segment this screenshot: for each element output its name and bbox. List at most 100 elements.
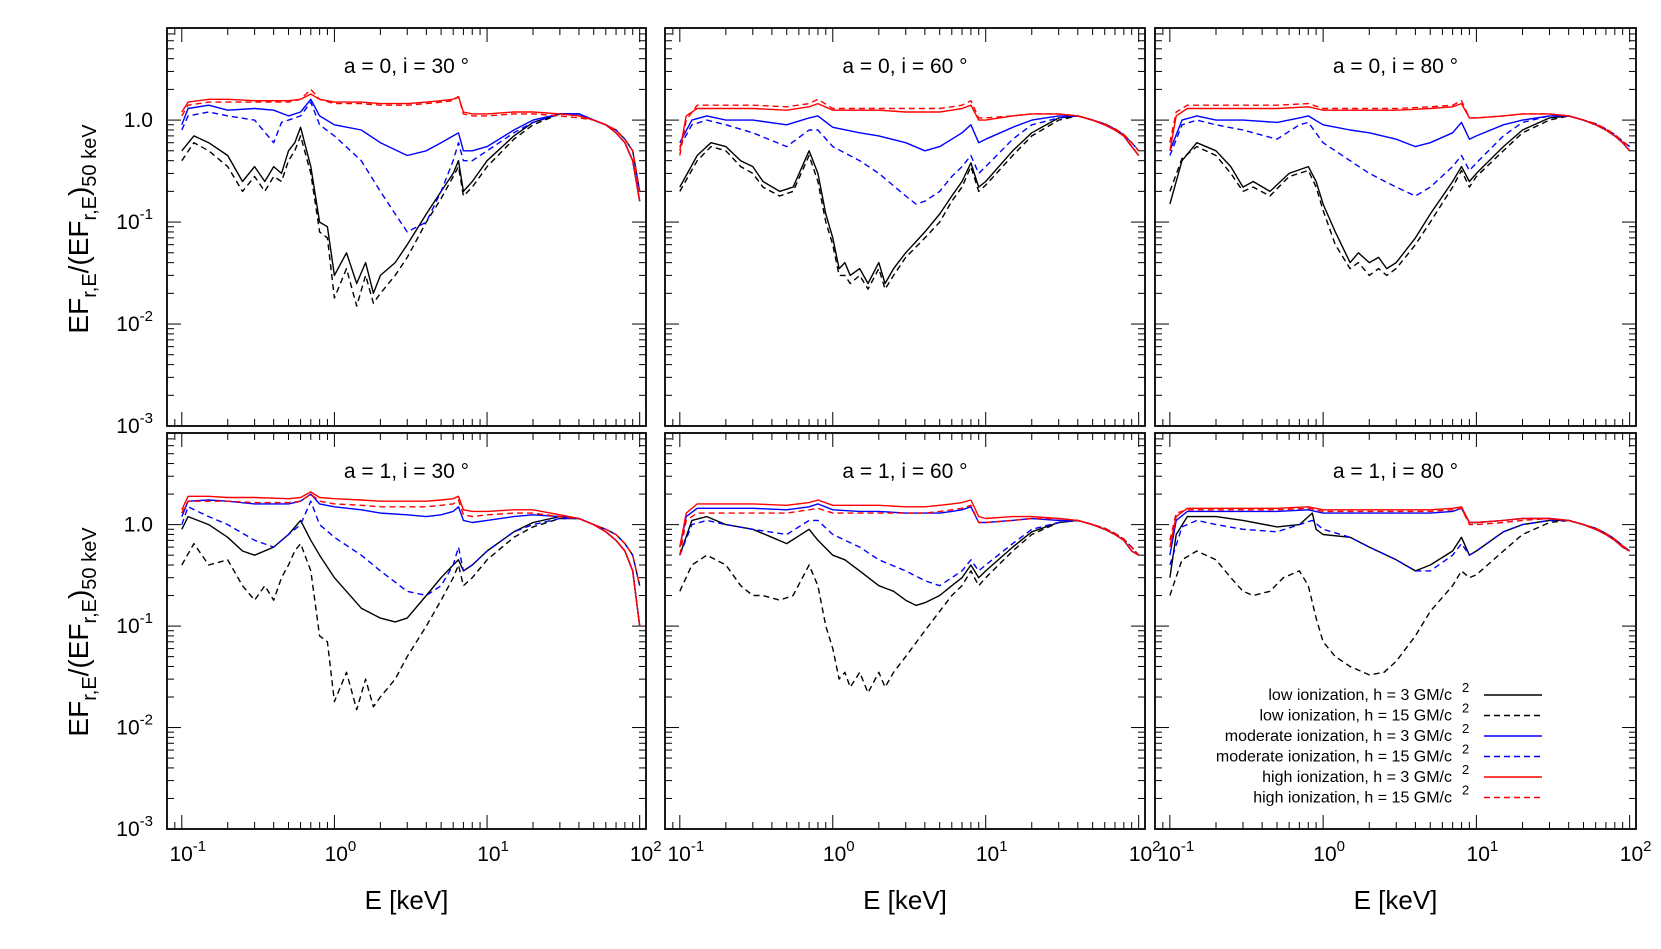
series-line-6 — [1169, 99, 1631, 148]
plot-frame — [166, 27, 647, 427]
legend-label: moderate ionization, h = 15 GM/c — [1216, 749, 1452, 766]
y-tick-label: 1.0 — [124, 514, 153, 537]
y-axis-label: EFr,E/(EFr,E)50 keV — [63, 124, 101, 334]
series-line-3 — [679, 115, 1140, 156]
y-tick-label: 10-1 — [116, 610, 153, 638]
series-line-1 — [679, 115, 1140, 285]
series-line-2 — [679, 519, 1140, 694]
legend-label: moderate ionization, h = 3 GM/c — [1225, 728, 1452, 745]
x-tick-label: 102 — [1620, 838, 1652, 866]
panel-title: a = 1, i = 60 ° — [842, 460, 967, 483]
x-axis-ticks — [1154, 28, 1631, 426]
series-group — [181, 88, 641, 307]
series-line-3 — [1169, 115, 1631, 152]
legend-superscript: 2 — [1462, 783, 1469, 798]
series-line-6 — [181, 88, 641, 192]
x-axis-label: E [keV] — [863, 885, 947, 915]
plot-frame — [1154, 27, 1637, 427]
series-line-3 — [679, 503, 1140, 556]
legend-item: moderate ionization, h = 3 GM/c 2 — [1225, 721, 1542, 745]
legend-label: low ionization, h = 3 GM/c — [1268, 687, 1452, 704]
y-axis-ticks — [167, 432, 646, 830]
series-line-1 — [1169, 512, 1631, 578]
y-tick-label: 10-3 — [116, 410, 153, 438]
x-tick-label: 10-1 — [169, 838, 206, 866]
legend-superscript: 2 — [1462, 742, 1469, 757]
x-tick-label: 101 — [1467, 838, 1499, 866]
x-tick-label: 10-1 — [667, 838, 704, 866]
series-group — [1169, 506, 1631, 676]
legend-label: high ionization, h = 15 GM/c — [1253, 790, 1452, 807]
y-tick-label: 10-2 — [116, 712, 153, 740]
series-line-3 — [1169, 507, 1631, 556]
legend-superscript: 2 — [1462, 701, 1469, 716]
x-tick-label: 101 — [477, 838, 509, 866]
series-line-2 — [679, 115, 1140, 290]
series-line-5 — [679, 102, 1140, 156]
y-axis-ticks — [665, 27, 1145, 427]
x-axis-ticks — [664, 28, 1140, 426]
x-axis-label: E [keV] — [1354, 885, 1438, 915]
panel-1: 1.0 10-1 10-2 10-3 a = 0, i = 30 ° — [116, 27, 647, 438]
series-line-1 — [1169, 115, 1631, 270]
y-axis-ticks — [665, 432, 1145, 830]
series-line-5 — [181, 93, 641, 202]
series-line-2 — [1169, 519, 1631, 676]
legend-item: low ionization, h = 15 GM/c 2 — [1259, 701, 1542, 725]
series-line-4 — [679, 115, 1140, 205]
y-axis-ticks — [1155, 27, 1636, 427]
legend-superscript: 2 — [1462, 721, 1469, 736]
legend-item: low ionization, h = 3 GM/c 2 — [1268, 680, 1542, 704]
series-line-2 — [181, 113, 641, 307]
x-tick-label: 100 — [1313, 838, 1345, 866]
plot-frame — [166, 432, 647, 830]
series-line-2 — [181, 517, 641, 711]
legend-superscript: 2 — [1462, 762, 1469, 777]
series-line-6 — [679, 98, 1140, 156]
series-line-5 — [1169, 102, 1631, 152]
legend-item: high ionization, h = 15 GM/c 2 — [1253, 783, 1542, 807]
y-tick-label: 10-3 — [116, 813, 153, 841]
y-axis-ticks — [167, 27, 646, 427]
series-line-6 — [1169, 507, 1631, 552]
x-tick-label: 102 — [1129, 838, 1161, 866]
series-line-5 — [1169, 506, 1631, 552]
x-tick-label: 10-1 — [1158, 838, 1195, 866]
series-group — [1169, 99, 1631, 277]
legend-label: high ionization, h = 3 GM/c — [1262, 769, 1452, 786]
legend-item: high ionization, h = 3 GM/c 2 — [1262, 762, 1542, 786]
panel-title: a = 1, i = 30 ° — [344, 460, 469, 483]
plot-frame — [664, 432, 1146, 830]
panel-6: 10-1 100 101 102 E [keV] a = 1, i = 80 ° — [1154, 432, 1652, 915]
plot-frame — [664, 27, 1146, 427]
series-line-4 — [1169, 519, 1631, 572]
series-line-4 — [679, 519, 1140, 587]
plot-frame — [1154, 432, 1637, 830]
panel-title: a = 1, i = 80 ° — [1333, 460, 1458, 483]
series-group — [181, 491, 641, 711]
x-tick-label: 101 — [976, 838, 1008, 866]
x-tick-label: 102 — [630, 838, 662, 866]
series-line-6 — [181, 493, 641, 586]
panel-title: a = 0, i = 80 ° — [1333, 55, 1458, 78]
x-axis-ticks — [166, 28, 641, 426]
series-line-1 — [181, 113, 641, 294]
panel-3: a = 0, i = 80 ° — [1154, 27, 1637, 427]
panel-title: a = 0, i = 60 ° — [842, 55, 967, 78]
series-line-3 — [181, 493, 641, 627]
series-line-2 — [1169, 115, 1631, 277]
series-line-5 — [181, 491, 641, 627]
x-axis-ticks — [166, 433, 641, 829]
panel-title: a = 0, i = 30 ° — [344, 55, 469, 78]
y-tick-label: 10-1 — [116, 206, 153, 234]
legend-item: moderate ionization, h = 15 GM/c 2 — [1216, 742, 1542, 766]
y-tick-label: 1.0 — [124, 109, 153, 132]
legend-label: low ionization, h = 15 GM/c — [1259, 708, 1452, 725]
x-axis-label: E [keV] — [365, 885, 449, 915]
x-tick-label: 100 — [325, 838, 357, 866]
panel-5: 10-1 100 101 102 E [keV] a = 1, i = 60 ° — [664, 432, 1161, 915]
series-line-4 — [1169, 115, 1631, 197]
y-tick-label: 10-2 — [116, 308, 153, 336]
panel-4: 1.0 10-1 10-2 10-3 10-1 100 101 102 E [keV] a = 1… — [116, 432, 662, 915]
